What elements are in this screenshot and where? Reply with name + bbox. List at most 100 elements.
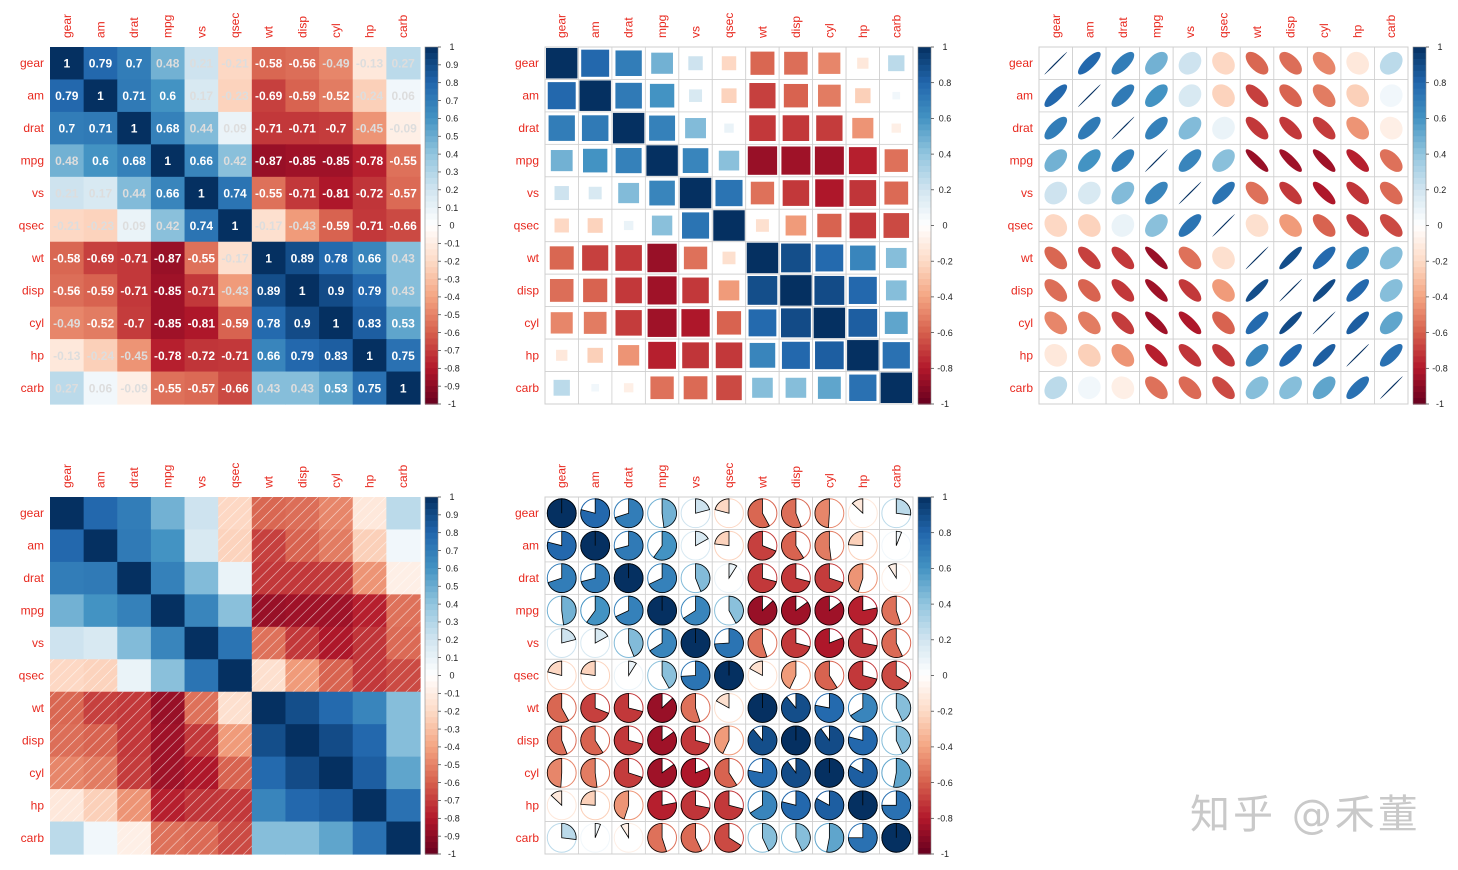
cell-fill (285, 274, 320, 308)
cell-qsec-hp (845, 208, 880, 243)
cell-fill (251, 274, 287, 308)
ellipse-mark (1312, 343, 1336, 367)
cell-mpg-hp (1340, 143, 1375, 178)
square-mark (681, 309, 710, 337)
cell-vs-cyl (812, 176, 847, 210)
cell-qsec-qsec (1206, 208, 1241, 243)
cell-mpg-mpg (1139, 143, 1174, 178)
row-label-drat: drat (1012, 121, 1033, 135)
cell-fill (150, 594, 186, 628)
cell-fill (150, 529, 186, 563)
cell-hp-disp (285, 789, 320, 823)
square-mark (817, 213, 842, 238)
negative-hatch (386, 594, 421, 628)
cell-wt-cyl (812, 691, 847, 725)
cell-fill (285, 176, 320, 210)
pie-slice (628, 660, 637, 677)
cell-fill (50, 274, 85, 308)
ellipse-mark (1111, 51, 1135, 75)
cell-qsec-gear (50, 659, 85, 693)
ellipse-mark (1111, 343, 1135, 367)
cell-gear-carb (879, 46, 914, 80)
cell-disp-mpg (1139, 273, 1174, 308)
value-label: -0.43 (221, 284, 249, 298)
cell-hp-drat (1105, 338, 1141, 372)
cell-hp-mpg (644, 338, 680, 372)
cell-hp-qsec: -0.71 (218, 339, 253, 373)
cell-wt-hp (352, 691, 387, 725)
pie-slice (848, 725, 878, 756)
pie-slice (728, 595, 744, 624)
cell-fill (83, 111, 118, 145)
cell-fill (319, 756, 354, 790)
value-label: -0.55 (188, 251, 216, 265)
cell-gear-mpg (150, 497, 186, 531)
cell-disp-gear: -0.56 (50, 274, 85, 308)
cell-drat-hp (1340, 111, 1375, 145)
cell-mpg-carb: -0.55 (386, 144, 421, 178)
cell-wt-disp (285, 691, 320, 725)
cell-disp-gear (544, 273, 579, 308)
value-label: -0.58 (53, 251, 81, 265)
value-label: -0.7 (326, 122, 347, 136)
cell-wt-wt (745, 241, 780, 275)
pie-slice (747, 628, 768, 658)
col-label-hp: hp (856, 474, 870, 488)
row-label-drat: drat (518, 571, 539, 585)
ellipse-mark (1346, 149, 1370, 172)
col-label-wt: wt (755, 475, 769, 489)
cell-cyl-cyl (1306, 306, 1342, 340)
cell-qsec-carb (879, 658, 914, 693)
legend-tick: -0.8 (937, 814, 953, 824)
cell-gear-mpg (644, 46, 680, 80)
cell-am-gear (1038, 79, 1073, 113)
cell-wt-disp (778, 691, 814, 725)
cell-carb-am (1072, 371, 1107, 405)
negative-hatch (83, 789, 118, 823)
pie-slice (851, 498, 864, 515)
value-label: 0.42 (223, 154, 247, 168)
cell-gear-cyl (1306, 46, 1342, 80)
square-mark (780, 308, 811, 338)
cell-vs-hp (845, 176, 880, 210)
pie-slice (814, 660, 838, 691)
square-mark (549, 246, 574, 270)
cell-carb-qsec: -0.66 (218, 371, 253, 405)
cell-mpg-drat (611, 593, 646, 628)
negative-hatch (319, 659, 354, 693)
cell-am-gear (544, 529, 579, 563)
ellipse-mark (1245, 311, 1269, 335)
cell-cyl-hp (845, 756, 880, 790)
square-mark (649, 180, 675, 206)
cell-hp-cyl (812, 788, 847, 822)
cell-hp-wt (745, 338, 780, 372)
cell-fill (50, 626, 85, 660)
square-mark (689, 89, 703, 102)
value-label: -0.66 (390, 219, 418, 233)
cell-wt-gear: -0.58 (50, 241, 85, 275)
ellipse-mark (1212, 311, 1235, 335)
legend-tick: 0.2 (446, 185, 459, 195)
value-label: 1 (265, 251, 272, 265)
cell-fill (218, 176, 253, 210)
square-mark (615, 50, 642, 76)
cell-cyl-gear: -0.49 (50, 306, 85, 340)
color-legend: 10.80.60.40.20-0.2-0.4-0.6-0.8-1 (917, 492, 953, 859)
pie-slice (881, 790, 912, 821)
ellipse-mark (1346, 181, 1370, 205)
cell-mpg-am: 0.6 (83, 144, 118, 178)
square-mark (683, 246, 708, 270)
legend-tick: -0.5 (444, 760, 460, 770)
row-label-qsec: qsec (1008, 219, 1033, 233)
cell-fill (184, 47, 219, 81)
corrplot-pie: geargearamamdratdratmpgmpgvsvsqsecqsecwt… (514, 463, 953, 860)
square-mark (581, 49, 610, 77)
ellipse-mark (1145, 279, 1168, 302)
value-label: 1 (164, 154, 171, 168)
cell-carb-cyl (319, 821, 354, 855)
legend-tick: 0.6 (939, 114, 952, 124)
cell-fill (50, 176, 85, 210)
cell-disp-cyl (319, 724, 354, 758)
cell-fill (386, 756, 421, 790)
cell-gear-mpg (1139, 46, 1174, 80)
